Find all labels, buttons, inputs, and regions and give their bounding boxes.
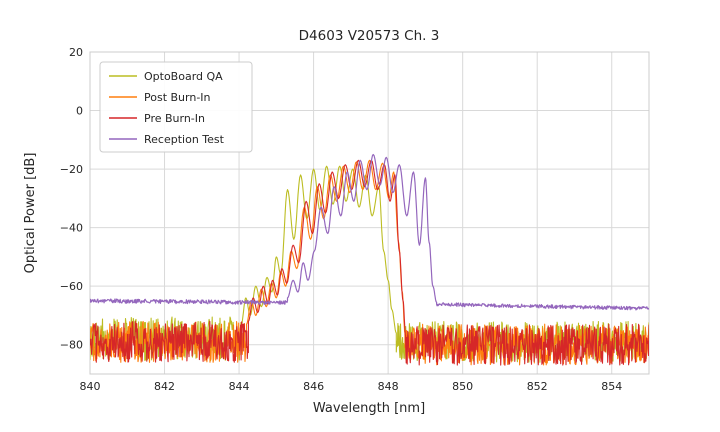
grid-layer [89, 51, 649, 374]
y-tick-label: −80 [60, 339, 83, 352]
series-pre-burn-in [90, 159, 649, 366]
legend: OptoBoard QA Post Burn-In Pre Burn-In Recep… [99, 61, 253, 153]
x-tick-label: 854 [601, 380, 622, 393]
legend-label: Pre Burn-In [144, 112, 205, 125]
x-tick-label: 852 [527, 380, 548, 393]
x-tick-label: 840 [80, 380, 101, 393]
x-tick-label: 848 [378, 380, 399, 393]
legend-label: OptoBoard QA [144, 70, 223, 83]
y-tick-label: −20 [60, 163, 83, 176]
x-tick-label: 850 [452, 380, 473, 393]
legend-box [99, 61, 253, 153]
series-reception-test [90, 153, 649, 311]
y-axis-label: Optical Power [dB] [23, 153, 38, 274]
legend-label: Post Burn-In [144, 91, 211, 104]
y-tick-label: −60 [60, 280, 83, 293]
x-tick-label: 844 [229, 380, 250, 393]
y-tick-label: −40 [60, 222, 83, 235]
y-tick-label: 20 [69, 46, 83, 59]
axes-border [89, 51, 650, 375]
series-layer [90, 153, 649, 366]
y-tick-label: 0 [76, 105, 83, 118]
tick-layer: 840 842 844 846 848 850 852 854 20 0 −20 −40 −60 −80 [60, 46, 622, 393]
x-axis-label: Wavelength [nm] [313, 401, 425, 416]
x-tick-label: 846 [303, 380, 324, 393]
legend-label: Reception Test [144, 133, 225, 146]
chart-title: D4603 V20573 Ch. 3 [299, 28, 440, 44]
x-tick-label: 842 [154, 380, 175, 393]
